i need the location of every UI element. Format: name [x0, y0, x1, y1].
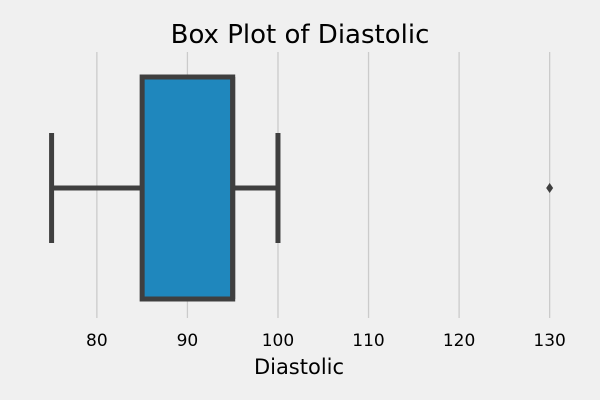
chart-title: Box Plot of Diastolic [171, 20, 430, 50]
x-tick-label-90: 90 [177, 331, 199, 351]
iqr-box [139, 74, 236, 302]
x-axis-ticks: 80 90 100 110 120 130 [86, 331, 566, 351]
x-tick-label-120: 120 [443, 331, 475, 351]
x-tick-label-80: 80 [86, 331, 108, 351]
x-tick-label-110: 110 [352, 331, 384, 351]
x-tick-label-100: 100 [262, 331, 294, 351]
x-tick-label-130: 130 [533, 331, 565, 351]
outlier-point-0 [546, 183, 554, 193]
x-axis-label: Diastolic [254, 355, 344, 379]
box-plot [49, 74, 554, 302]
